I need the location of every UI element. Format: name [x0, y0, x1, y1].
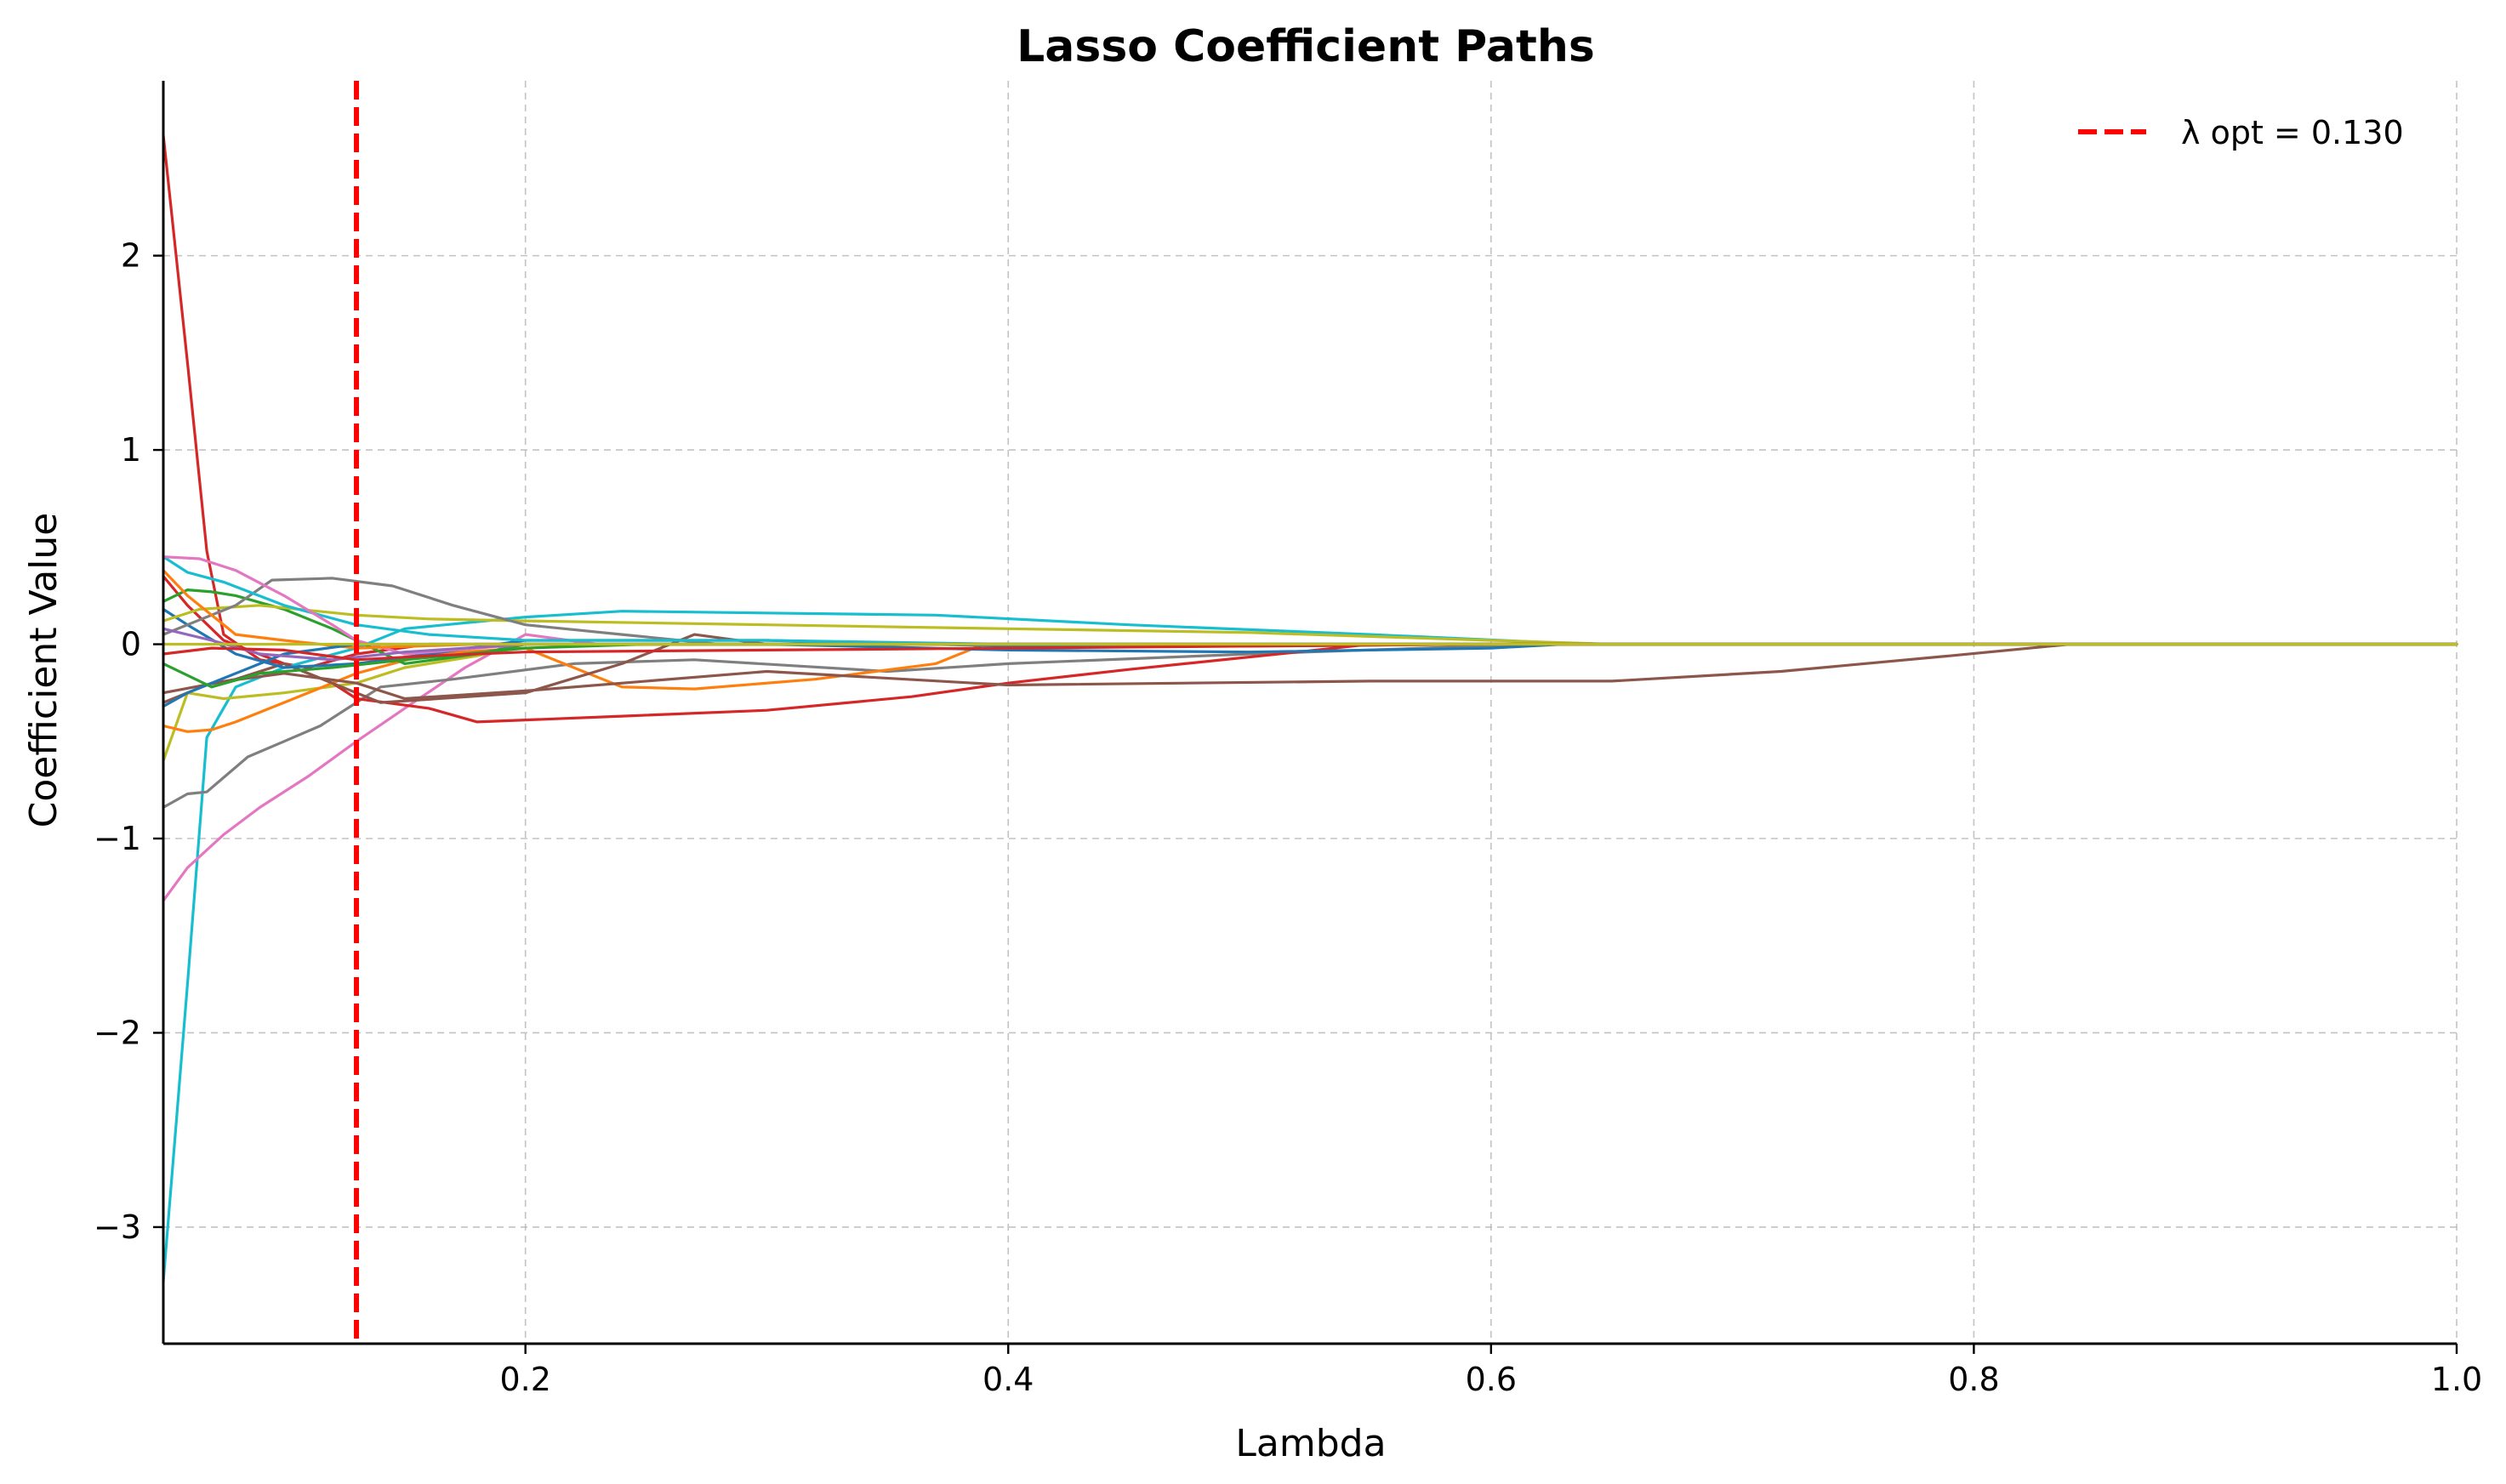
coefficient-path-16: [162, 569, 2458, 650]
coefficient-path-14: [162, 555, 2458, 646]
coefficient-path-2: [162, 610, 2458, 1283]
axes-layer: [162, 81, 2457, 1345]
y-tick-label-3: 0: [121, 626, 141, 663]
y-tick-label-4: 1: [121, 431, 141, 469]
series-layer: [162, 134, 2458, 1283]
coefficient-path-4: [162, 642, 2458, 809]
legend-label-opt-lambda: λ opt = 0.130: [2181, 114, 2404, 151]
grid-layer: [163, 81, 2458, 1344]
coefficient-path-8: [162, 642, 2458, 704]
y-tick-label-0: −3: [94, 1208, 141, 1246]
x-tick-label-0: 0.2: [499, 1361, 550, 1398]
coefficient-path-7: [162, 575, 2458, 724]
y-tick-label-1: −2: [94, 1014, 141, 1051]
y-tick-label-2: −1: [94, 820, 141, 857]
coefficient-path-1: [162, 134, 2458, 669]
x-tick-label-1: 0.4: [982, 1361, 1034, 1398]
coefficient-path-6: [162, 642, 2458, 733]
coefficient-path-5: [162, 642, 2458, 763]
y-axis-label: Coefficient Value: [22, 513, 65, 828]
legend-layer: λ opt = 0.130: [2078, 114, 2404, 151]
x-tick-label-3: 0.8: [1948, 1361, 1999, 1398]
y-tick-label-5: 2: [121, 237, 141, 275]
x-tick-label-2: 0.6: [1466, 1361, 1517, 1398]
coefficient-path-3: [162, 633, 2458, 902]
x-axis-label: Lambda: [1235, 1422, 1386, 1465]
coefficient-path-12: [162, 604, 2458, 646]
x-tick-label-4: 1.0: [2431, 1361, 2482, 1398]
chart-title: Lasso Coefficient Paths: [1017, 21, 1595, 72]
tick-layer: 0.2 0.4 0.6 0.8 1.0 −3 −2 −1 0 1 2: [94, 237, 2482, 1398]
